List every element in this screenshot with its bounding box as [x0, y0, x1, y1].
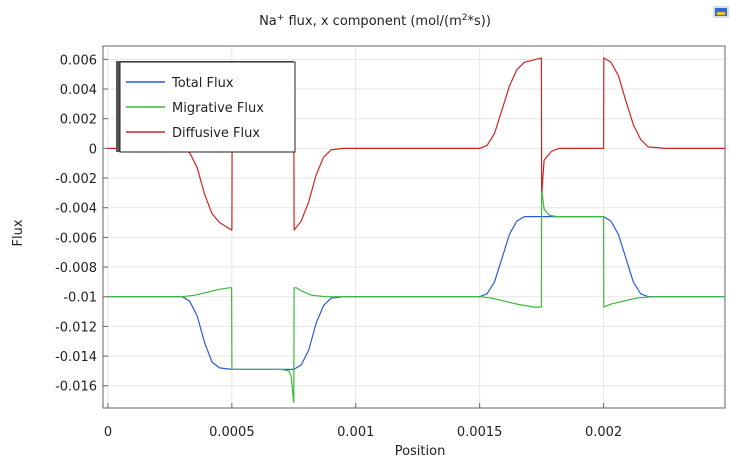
title-sup: + — [277, 13, 285, 23]
series-total-flux — [108, 216, 725, 370]
y-tick-label: -0.012 — [55, 320, 97, 335]
title-main: Na — [259, 14, 277, 29]
legend-label: Migrative Flux — [172, 101, 264, 116]
series-lines — [108, 57, 725, 403]
title-sup2: 2 — [462, 13, 468, 23]
y-tick-label: -0.014 — [55, 350, 97, 365]
title-rest: flux, x component (mol/(m — [284, 14, 461, 29]
series-diffusive-flux — [108, 57, 725, 231]
legend-label: Total Flux — [171, 76, 234, 91]
title-end: *s)) — [468, 14, 491, 29]
y-tick-label: 0.006 — [60, 53, 97, 68]
legend-label: Diffusive Flux — [172, 126, 260, 141]
y-tick-label: 0.002 — [60, 113, 97, 128]
y-tick-label: -0.01 — [63, 291, 97, 306]
x-tick-label: 0 — [104, 425, 112, 440]
axes-frame — [102, 45, 726, 409]
x-tick-labels: 0 0.0005 0.001 0.0015 0.002 — [104, 403, 622, 440]
x-axis-label: Position — [395, 444, 446, 459]
y-tick-labels: 0.006 0.004 0.002 0 -0.002 -0.004 -0.006 -0.008… — [55, 53, 108, 395]
y-tick-label: 0.004 — [60, 83, 97, 98]
y-axis-label: Flux — [11, 219, 26, 246]
x-tick-label: 0.0005 — [209, 425, 255, 440]
series-migrative-flux — [108, 190, 725, 403]
chart-title: Na+ flux, x component (mol/(m2*s)) — [259, 13, 491, 29]
y-tick-label: -0.008 — [55, 261, 97, 276]
y-tick-label: 0 — [89, 142, 97, 157]
plot-toolbar-icon[interactable] — [713, 6, 729, 18]
y-tick-label: -0.006 — [55, 231, 97, 246]
y-tick-label: -0.004 — [55, 202, 97, 217]
y-tick-label: -0.016 — [55, 380, 97, 395]
y-tick-label: -0.002 — [55, 172, 97, 187]
plot-frame — [102, 45, 726, 409]
x-tick-label: 0.001 — [337, 425, 374, 440]
x-tick-label: 0.002 — [585, 425, 622, 440]
legend: Total Flux Migrative Flux Diffusive Flux — [116, 61, 296, 153]
x-tick-label: 0.0015 — [457, 425, 503, 440]
